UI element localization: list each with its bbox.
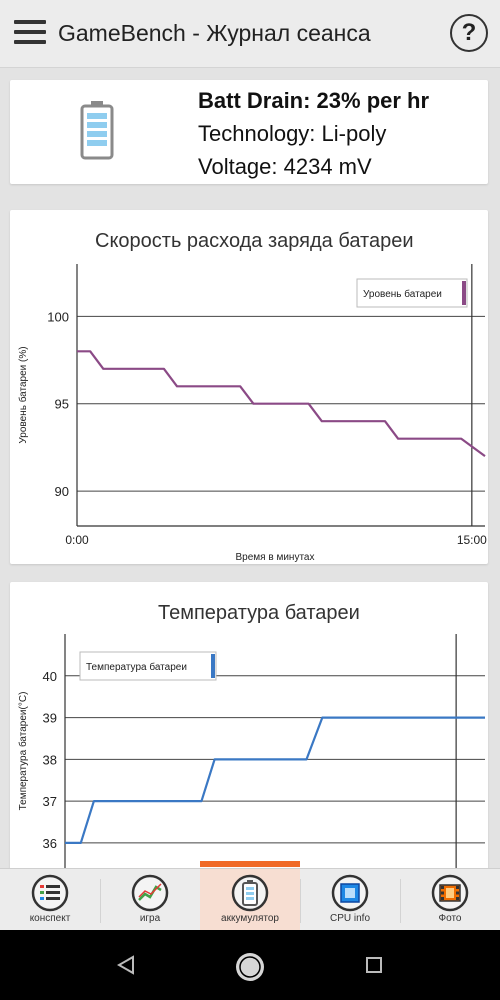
battery-stats: Batt Drain: 23% per hr Technology: Li-po… <box>198 84 429 183</box>
temperature-chart-title: Температура батареи <box>158 602 360 624</box>
battery-icon <box>80 101 114 160</box>
nav-label-game: игра <box>139 913 161 924</box>
nav-label-photo: Фото <box>438 913 462 924</box>
battery-temperature-chart: 36 37 38 39 40 Температура батареи(°C) Темпера… <box>17 634 485 868</box>
page-title: GameBench - Журнал сеанса <box>58 20 371 46</box>
y-tick-label: 90 <box>55 484 69 499</box>
app-bar: GameBench - Журнал сеанса ? <box>0 0 500 68</box>
nav-item-summary[interactable]: конспект <box>0 869 100 931</box>
nav-divider <box>100 879 101 923</box>
legend-box <box>356 278 468 308</box>
nav-item-photo[interactable]: Фото <box>400 869 500 931</box>
y-axis-label: Уровень батареи (%) <box>17 346 29 443</box>
nav-label-cpu: CPU info <box>329 913 370 924</box>
hamburger-menu-icon[interactable] <box>14 20 46 48</box>
battery-icon <box>231 874 269 912</box>
nav-item-game[interactable]: игра <box>100 869 200 931</box>
game-graph-icon <box>131 874 169 912</box>
nav-divider <box>400 879 401 923</box>
legend-label: Температура батареи <box>86 661 187 673</box>
x-tick-label: 0:00 <box>65 533 89 547</box>
series-line <box>77 350 486 457</box>
battery-voltage: Voltage: 4234 mV <box>198 154 372 179</box>
summary-list-icon <box>31 874 69 912</box>
legend-swatch <box>462 281 466 305</box>
drain-chart-title: Скорость расхода заряда батареи <box>95 230 414 252</box>
x-tick-label: 15:00 <box>457 533 487 547</box>
battery-temperature-chart-card <box>10 582 488 872</box>
bottom-navigation: конспект игра аккумулятор CPU info <box>0 861 500 931</box>
battery-technology: Technology: Li-poly <box>198 121 387 146</box>
y-tick-label: 38 <box>43 752 57 767</box>
recents-icon[interactable] <box>364 955 384 975</box>
battery-drain-chart-card <box>10 210 488 564</box>
y-tick-label: 39 <box>43 711 57 726</box>
nav-label-battery: аккумулятор <box>221 913 279 924</box>
y-tick-label: 95 <box>55 397 69 412</box>
series-line <box>65 716 485 844</box>
film-icon <box>431 874 469 912</box>
y-tick-label: 40 <box>43 669 57 684</box>
nav-item-cpu[interactable]: CPU info <box>300 869 400 931</box>
help-button[interactable]: ? <box>450 14 488 52</box>
y-tick-label: 100 <box>47 309 69 324</box>
system-navigation-bar <box>0 930 500 1000</box>
y-axis-label: Температура батареи(°C) <box>17 692 29 811</box>
back-icon[interactable] <box>115 954 137 976</box>
y-tick-label: 37 <box>43 794 57 809</box>
battery-drain-chart: 90 95 100 0:00 15:00 Время в минутах Уровень б… <box>17 264 487 563</box>
legend-swatch <box>211 654 215 678</box>
nav-item-battery[interactable]: аккумулятор <box>200 861 300 931</box>
legend-label: Уровень батареи <box>363 288 442 300</box>
home-icon[interactable] <box>233 950 267 984</box>
battery-drain: Batt Drain: 23% per hr <box>198 88 430 113</box>
y-tick-label: 36 <box>43 836 57 851</box>
nav-label-summary: конспект <box>29 913 71 924</box>
legend-box <box>79 651 217 681</box>
cpu-icon <box>331 874 369 912</box>
x-axis-label: Время в минутах <box>236 552 315 563</box>
nav-divider <box>300 879 301 923</box>
